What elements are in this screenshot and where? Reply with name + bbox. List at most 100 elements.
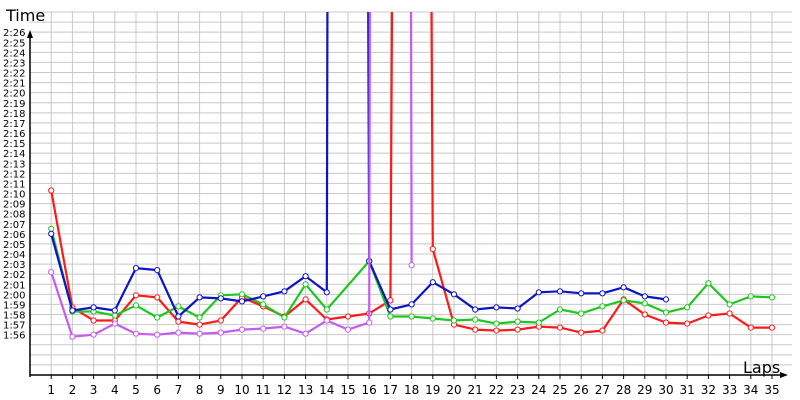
data-point [768,294,776,301]
data-point [323,306,330,313]
y-tick-label: 2:03 [3,260,25,271]
data-point [281,314,288,321]
data-point [302,296,309,303]
y-tick-label: 2:21 [3,79,25,90]
data-point [387,313,394,320]
axes [27,30,788,379]
y-tick-label: 2:09 [3,200,25,211]
data-point [260,301,267,308]
data-point [132,302,140,309]
data-point [217,329,224,336]
data-point [408,262,415,269]
x-tick-label: 24 [531,383,546,397]
data-point [493,320,500,327]
data-point [662,296,670,303]
data-point [366,319,373,326]
data-point [641,311,648,318]
x-tick-label: 3 [90,383,98,397]
data-point [48,225,55,232]
data-point [90,331,97,338]
data-point [111,312,118,319]
data-point [641,300,648,307]
data-point [450,291,458,298]
y-tick-label: 2:12 [3,169,25,180]
x-tick-label: 26 [574,383,589,397]
series-4 [48,12,415,340]
data-point [260,325,267,332]
series-line [50,12,413,338]
y-tick-label: 2:23 [3,58,25,69]
x-tick-label: 8 [196,383,204,397]
x-tick-label: 1 [47,383,55,397]
data-point [238,291,246,298]
data-point [69,333,76,340]
x-tick-label: 29 [637,383,652,397]
data-point [90,317,97,324]
x-tick-label: 7 [175,383,183,397]
data-point [578,329,585,336]
y-tick-label: 2:05 [3,240,25,251]
x-tick-label: 16 [362,383,377,397]
y-tick-label: 2:06 [3,230,25,241]
data-point [48,187,55,194]
y-tick-label: 2:25 [3,38,25,49]
data-point [48,230,55,237]
data-point [493,304,500,311]
x-tick-label: 10 [234,383,249,397]
y-tick-label: 2:16 [3,129,25,140]
y-tick-label: 2:02 [3,270,25,281]
data-point [238,326,246,333]
x-tick-label: 17 [383,383,398,397]
data-point [450,317,458,324]
data-point [620,297,627,304]
data-point [472,326,479,333]
series-line [50,12,667,318]
x-tick-label: 15 [340,383,355,397]
y-tick-label: 1:59 [3,300,25,311]
y-tick-label: 2:11 [3,179,25,190]
data-point [260,293,267,300]
data-point [154,314,161,321]
x-tick-label: 5 [132,383,140,397]
x-axis-title: Laps [743,358,780,377]
data-point [323,317,330,324]
data-point [111,320,118,327]
data-point [768,324,776,331]
data-point [556,288,564,295]
y-tick-label: 2:20 [3,89,25,100]
x-tick-label: 11 [256,383,271,397]
data-point [514,305,521,312]
x-tick-label: 12 [277,383,292,397]
data-point [472,316,479,323]
data-point [535,319,542,326]
x-tick-label: 20 [446,383,461,397]
x-tick-label: 23 [510,383,525,397]
x-tick-label: 22 [489,383,504,397]
data-point [238,298,246,305]
x-tick-label: 14 [319,383,334,397]
x-tick-label: 19 [425,383,440,397]
data-point [69,307,76,314]
x-tick-label: 35 [764,383,779,397]
data-point [472,306,479,313]
data-point [535,289,542,296]
x-tick-label: 27 [595,383,610,397]
data-point [747,324,754,331]
data-point [175,313,182,320]
x-tick-label: 6 [153,383,161,397]
y-tick-label: 2:04 [3,250,25,261]
data-point [175,303,182,310]
y-tick-label: 2:24 [3,48,25,59]
data-point [132,292,140,299]
data-point [408,313,415,320]
data-point [196,294,203,301]
x-tick-label: 30 [658,383,673,397]
x-tick-label: 9 [217,383,225,397]
y-axis-arrow [27,30,33,38]
data-point [747,293,754,300]
data-point [599,327,606,334]
data-point [217,317,224,324]
x-tick-label: 34 [743,383,758,397]
y-tick-label: 2:22 [3,69,25,80]
